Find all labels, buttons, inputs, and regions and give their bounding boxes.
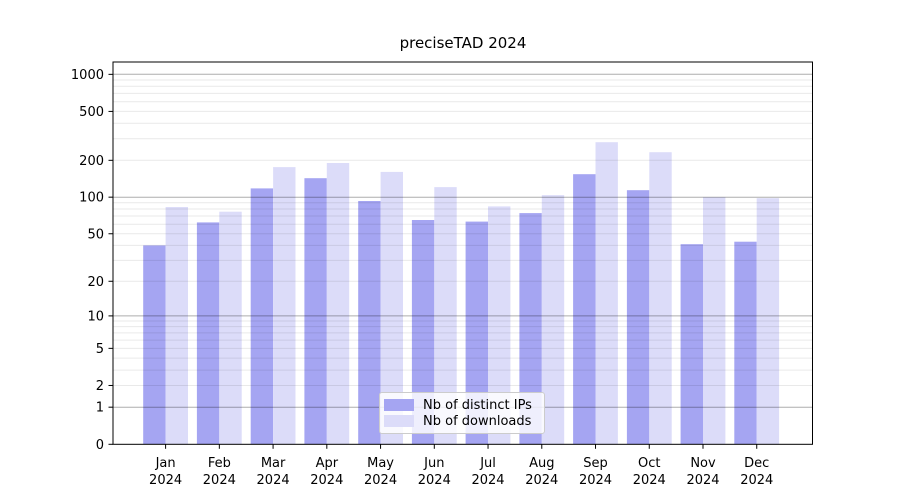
y-tick-label: 0 xyxy=(96,438,104,453)
bar xyxy=(519,213,542,445)
legend-label-distinct-ips: Nb of distinct IPs xyxy=(423,397,532,413)
x-tick-label-month: Mar xyxy=(261,456,286,471)
y-tick-label: 100 xyxy=(79,191,104,206)
y-tick-label: 1 xyxy=(96,401,104,416)
x-tick-label-month: Nov xyxy=(690,456,716,471)
plot-border xyxy=(112,61,813,445)
y-tick-label: 5 xyxy=(96,342,104,357)
bar xyxy=(380,171,403,445)
x-tick-label-year: 2024 xyxy=(257,473,290,488)
bar xyxy=(541,195,565,445)
x-tick-label-month: Apr xyxy=(316,456,339,471)
bar xyxy=(488,206,511,445)
y-tick-label: 50 xyxy=(87,227,104,242)
bar xyxy=(573,174,596,445)
bar xyxy=(326,163,350,445)
x-tick-label-year: 2024 xyxy=(471,473,504,488)
bar xyxy=(703,197,726,445)
x-tick-label-year: 2024 xyxy=(740,473,773,488)
x-tick-label-month: Sep xyxy=(583,456,608,471)
x-tick-label-year: 2024 xyxy=(525,473,558,488)
bar xyxy=(196,222,220,445)
y-tick-label: 10 xyxy=(87,309,104,324)
x-tick-label-year: 2024 xyxy=(686,473,719,488)
bar xyxy=(304,178,327,445)
bar xyxy=(219,211,242,445)
bar xyxy=(465,221,488,445)
bar xyxy=(434,187,457,445)
bar xyxy=(411,220,435,445)
legend-swatch-downloads xyxy=(384,415,414,427)
x-tick-label-month: Aug xyxy=(529,456,554,471)
bar-series-1 xyxy=(165,142,780,445)
legend-label-downloads: Nb of downloads xyxy=(423,413,532,429)
x-tick-label-month: May xyxy=(367,456,394,471)
bar xyxy=(649,152,672,445)
legend-swatch-distinct-ips xyxy=(384,399,414,411)
x-tick-label-month: Oct xyxy=(638,456,660,471)
legend-item-downloads: Nb of downloads xyxy=(384,414,536,429)
x-tick-label-year: 2024 xyxy=(310,473,343,488)
x-tick-label-year: 2024 xyxy=(364,473,397,488)
legend-item-distinct-ips: Nb of distinct IPs xyxy=(384,398,536,413)
x-tick-label-month: Dec xyxy=(744,456,769,471)
y-tick-label: 2 xyxy=(96,379,104,394)
bar xyxy=(756,198,780,445)
y-tick-label: 1000 xyxy=(71,68,104,83)
x-axis: Jan 2024 Feb 2024 Mar 2024 Apr 2024 May 2024 Jun 20… xyxy=(149,444,773,488)
bars-layer xyxy=(143,142,780,445)
chart-title: preciseTAD 2024 xyxy=(399,34,527,52)
bar xyxy=(626,190,650,445)
bar-series-0 xyxy=(143,174,757,445)
bar xyxy=(250,188,274,445)
legend: Nb of distinct IPs Nb of downloads xyxy=(379,392,545,434)
bar xyxy=(680,244,703,445)
y-tick-label: 200 xyxy=(79,154,104,169)
x-tick-label-year: 2024 xyxy=(203,473,236,488)
x-tick-label-year: 2024 xyxy=(633,473,666,488)
bar xyxy=(273,167,296,445)
y-tick-label: 20 xyxy=(87,275,104,290)
bar xyxy=(165,207,188,445)
x-tick-label-month: Jan xyxy=(155,456,176,471)
bar xyxy=(143,245,166,445)
x-tick-label-month: Jun xyxy=(423,456,444,471)
gridlines xyxy=(113,73,813,408)
bar xyxy=(734,241,757,445)
y-axis: 0 1 2 5 10 20 50 100 200 500 1000 xyxy=(71,68,113,453)
y-tick-label: 500 xyxy=(79,105,104,120)
bar xyxy=(595,142,618,445)
x-tick-label-year: 2024 xyxy=(149,473,182,488)
x-tick-label-year: 2024 xyxy=(418,473,451,488)
x-tick-label-month: Feb xyxy=(208,456,231,471)
bar xyxy=(358,201,381,445)
x-tick-label-month: Jul xyxy=(479,456,496,471)
x-tick-label-year: 2024 xyxy=(579,473,612,488)
